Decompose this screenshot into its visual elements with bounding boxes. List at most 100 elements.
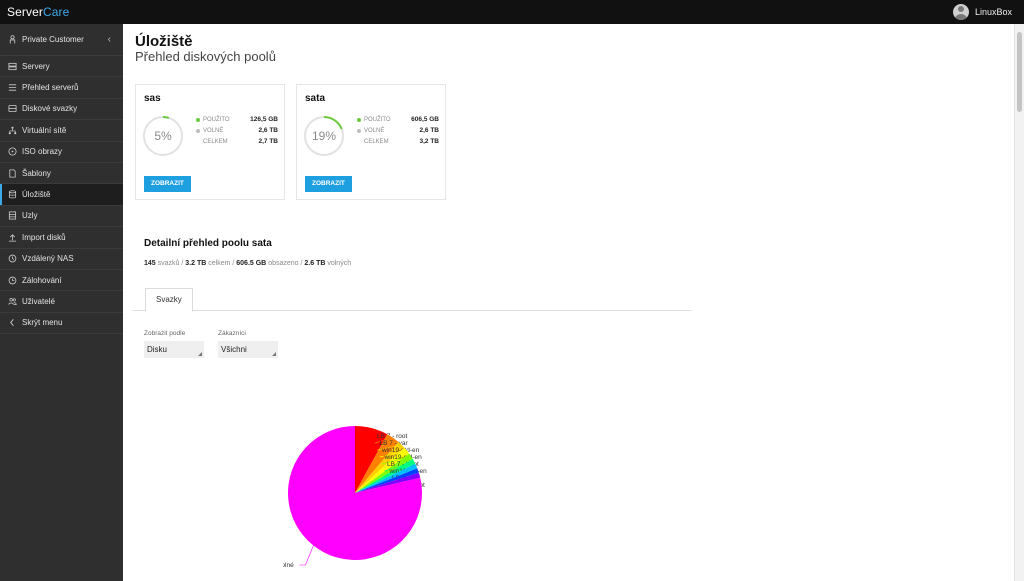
pie-slice[interactable] [355, 463, 418, 493]
pie-slice[interactable] [355, 472, 421, 493]
display-by-label: Zobrazit podle [144, 330, 186, 337]
sidebar: Private Customer ‹ Servery Přehled server… [0, 24, 123, 581]
total-label: CELKEM [364, 138, 389, 145]
display-by-select[interactable]: Disku [144, 341, 204, 358]
backup-icon [8, 276, 17, 285]
page-title: Úložiště [135, 33, 193, 50]
user-menu[interactable]: LinuxBox [952, 4, 1012, 20]
pie-slice[interactable] [355, 447, 410, 493]
sidebar-item-label: Import disků [22, 232, 66, 242]
pie-label-connector [374, 437, 394, 444]
customer-selector[interactable]: Private Customer ‹ [0, 24, 123, 56]
volumes-count: 145 [144, 260, 156, 267]
volumes-label: svazků / [157, 260, 184, 267]
total-label: CELKEM [203, 138, 228, 145]
sidebar-item-8[interactable]: Uzly [0, 206, 123, 228]
sidebar-item-label: Zálohování [22, 275, 62, 285]
sidebar-item-11[interactable]: Zálohování [0, 270, 123, 292]
sidebar-item-label: Uživatelé [22, 296, 55, 306]
pool-card-sas: sas 5% POUŽITO 126,5 GB VOLNÉ 2,6 TB CELKE… [135, 84, 285, 200]
person-icon [8, 35, 17, 44]
sidebar-item-1[interactable]: Servery [0, 56, 123, 78]
sidebar-item-label: ISO obrazy [22, 147, 63, 157]
pie-label: LB 7 - var [380, 440, 409, 447]
sidebar-item-label: Skrýt menu [22, 318, 63, 328]
database-icon [8, 190, 17, 199]
sidebar-item-6[interactable]: Šablony [0, 163, 123, 185]
pie-slice[interactable] [355, 434, 399, 493]
pie-label: LB 7 - root [377, 433, 408, 440]
sidebar-item-label: Uzly [22, 211, 38, 221]
free-label: VOLNÉ [203, 127, 224, 134]
pie-slice[interactable] [355, 458, 416, 493]
brand-accent: Care [42, 5, 70, 19]
pool-stats: POUŽITO 126,5 GB VOLNÉ 2,6 TB CELKEM 2,7 TB [196, 114, 278, 147]
sidebar-item-3[interactable]: Diskové svazky [0, 99, 123, 121]
brand-logo[interactable]: ServerCare [7, 5, 69, 19]
sidebar-item-9[interactable]: Import disků [0, 227, 123, 249]
pie-slice[interactable] [355, 453, 413, 493]
pie-label-connector [376, 444, 402, 451]
pie-slice[interactable] [355, 468, 419, 493]
sidebar-item-label: Šablony [22, 168, 51, 178]
customers-select[interactable]: Všichni [218, 341, 278, 358]
show-pool-button[interactable]: ZOBRAZIT [305, 176, 352, 192]
sidebar-item-label: Přehled serverů [22, 83, 79, 93]
usage-donut [304, 116, 344, 156]
pool-card-sata: sata 19% POUŽITO 606,5 GB VOLNÉ 2,6 TB CEL… [296, 84, 446, 200]
usage-donut [143, 116, 183, 156]
free-label: volných [327, 260, 352, 267]
brand-main: Server [7, 5, 43, 19]
upload-icon [8, 233, 17, 242]
customers-label: Zákazníci [218, 330, 246, 337]
sidebar-item-13[interactable]: Skrýt menu [0, 313, 123, 335]
usage-percent: 19% [311, 129, 337, 143]
sidebar-item-label: Vzdálený NAS [22, 254, 74, 264]
used-value: 606.5 GB [236, 260, 267, 267]
sidebar-item-4[interactable]: Virtuální sítě [0, 120, 123, 142]
pie-label-connector [381, 455, 412, 465]
sidebar-item-label: Servery [22, 61, 50, 71]
pie-label-connector [386, 465, 417, 479]
pie-label-connector [371, 428, 375, 437]
user-name: LinuxBox [974, 7, 1012, 17]
used-label: obsazeno / [268, 260, 303, 267]
scroll-thumb[interactable] [1017, 32, 1022, 112]
free-value: 2.6 TB [304, 260, 326, 267]
list-icon [8, 83, 17, 92]
total-label: celkem / [208, 260, 235, 267]
detail-title: Detailní přehled poolu sata [144, 238, 272, 249]
scrollbar[interactable] [1014, 24, 1024, 581]
display-by-value: Disku [147, 345, 168, 354]
pie-slice[interactable] [355, 441, 405, 493]
customers-value: Všichni [221, 345, 247, 354]
sidebar-item-label: Diskové svazky [22, 104, 78, 114]
dropdown-arrow-icon [198, 352, 202, 356]
used-label: POUŽITO [203, 116, 230, 123]
template-icon [8, 169, 17, 178]
sidebar-item-5[interactable]: ISO obrazy [0, 142, 123, 163]
chevron-left-icon[interactable]: ‹ [107, 34, 111, 45]
sidebar-item-2[interactable]: Přehled serverů [0, 77, 123, 99]
show-pool-button[interactable]: ZOBRAZIT [144, 176, 191, 192]
main-content: Úložiště Přehled diskových poolů sas 5% … [123, 24, 1014, 581]
free-value: 2,6 TB [419, 127, 439, 134]
pie-slice[interactable] [355, 426, 388, 493]
display-by-filter: Zobrazit podle Disku [144, 330, 204, 358]
sidebar-item-10[interactable]: Vzdálený NAS [0, 249, 123, 270]
sidebar-item-7[interactable]: Úložiště [0, 184, 123, 206]
tab-volumes[interactable]: Svazky [145, 288, 193, 312]
sidebar-item-label: Virtuální sítě [22, 125, 67, 135]
pie-label: win19-std-en [381, 447, 420, 454]
chevron-left-icon [8, 318, 17, 327]
detail-summary: 145 svazků / 3.2 TB celkem / 606.5 GB ob… [144, 260, 351, 267]
customer-name: Private Customer [22, 35, 84, 44]
free-value: 2,6 TB [258, 127, 278, 134]
network-icon [8, 126, 17, 135]
sidebar-item-12[interactable]: Uživatelé [0, 291, 123, 313]
total-value: 3,2 TB [419, 138, 439, 145]
pool-name: sata [305, 93, 326, 104]
users-icon [8, 297, 17, 306]
pie-label: Volné [283, 562, 294, 568]
pie-slice[interactable] [288, 426, 422, 560]
